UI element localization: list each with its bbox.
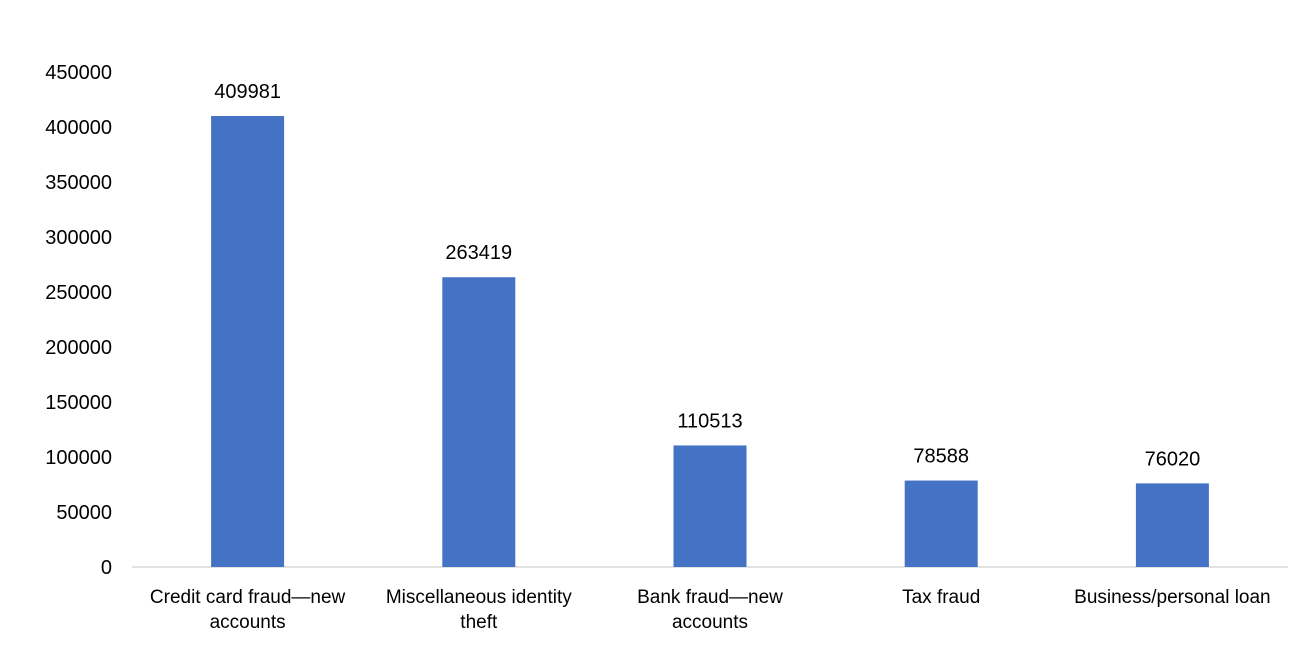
y-tick-label: 100000 <box>45 447 112 469</box>
bar-2 <box>673 445 747 567</box>
data-label: 78588 <box>913 446 969 468</box>
x-tick-label: accounts <box>210 612 286 633</box>
y-tick-label: 300000 <box>45 227 112 249</box>
bar-3 <box>904 480 978 567</box>
data-label: 76020 <box>1145 448 1201 470</box>
y-tick-label: 400000 <box>45 117 112 139</box>
data-label: 263419 <box>445 242 512 264</box>
data-label: 110513 <box>677 410 742 432</box>
x-tick-label: theft <box>460 612 498 633</box>
y-tick-label: 200000 <box>45 337 112 359</box>
bar-0 <box>211 116 285 567</box>
x-tick-label: Business/personal loan <box>1074 587 1270 608</box>
y-tick-label: 450000 <box>45 62 112 84</box>
x-tick-label: Bank fraud—new <box>637 587 783 608</box>
data-label: 409981 <box>214 81 281 103</box>
y-tick-label: 250000 <box>45 282 112 304</box>
x-tick-label: Miscellaneous identity <box>386 587 572 608</box>
y-tick-label: 0 <box>101 557 112 579</box>
y-tick-label: 150000 <box>45 392 112 414</box>
x-tick-label: Credit card fraud—new <box>150 587 346 608</box>
bar-4 <box>1135 483 1209 567</box>
y-tick-label: 50000 <box>56 502 112 524</box>
y-tick-label: 350000 <box>45 172 112 194</box>
bar-1 <box>442 277 516 567</box>
x-tick-label: accounts <box>672 612 748 633</box>
x-tick-label: Tax fraud <box>902 587 980 608</box>
